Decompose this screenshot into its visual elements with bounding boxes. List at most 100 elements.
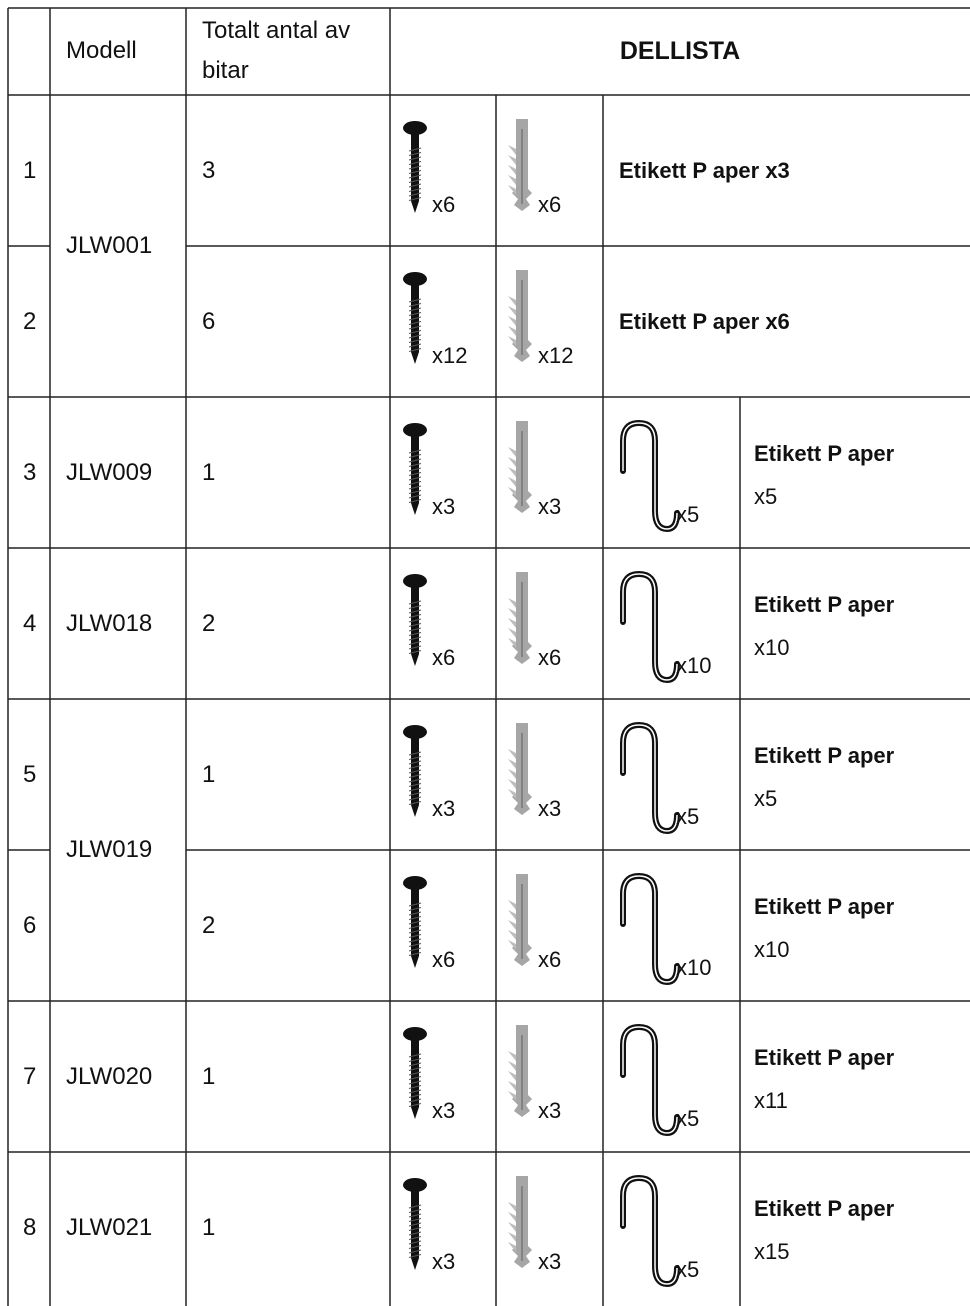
anchor-fin [508,447,516,457]
screw-icon [403,876,427,968]
hook-qty: x10 [676,653,712,678]
hook-icon [620,721,680,835]
screw-thread [408,494,422,499]
anchor-qty: x12 [538,343,574,368]
anchor-fin [508,1222,516,1232]
screw-thread [408,947,422,952]
anchor-fin [508,296,516,306]
header-total: Totalt antal av bitar [202,17,351,84]
anchor-fin [508,165,516,175]
screw-thread [408,1098,422,1103]
screw-qty: x3 [432,494,456,519]
screw-thread [408,1094,422,1098]
screw-head [403,574,427,588]
screw-thread [408,476,422,481]
hook-qty: x5 [676,1257,700,1282]
screw-tip [411,1258,419,1270]
hook-qty: x5 [676,502,700,527]
screw-thread [408,1227,422,1231]
anchor-fin [508,1061,516,1071]
screw-thread [408,458,422,463]
anchor-fin [508,940,516,950]
anchor-fin [508,900,516,910]
screw-thread [408,1218,422,1222]
screw-thread [408,796,422,801]
screw-qty: x3 [432,796,456,821]
anchor-fin [508,326,516,336]
screw-thread [408,179,422,183]
anchor-fin [508,1071,516,1081]
row-index: 7 [23,1062,37,1090]
screw-qty: x12 [432,343,468,368]
screw-head [403,1178,427,1192]
screw-thread [408,1058,422,1062]
screw-qty: x3 [432,1098,456,1123]
anchor-fin [508,1081,516,1091]
screw-thread [408,934,422,938]
screw-thread [408,1249,422,1254]
row-model: JLW020 [66,1062,153,1090]
screw-thread [408,627,422,632]
hook-icon [620,1174,680,1288]
screw-thread [408,490,422,494]
anchor-fin [508,306,516,316]
anchor-qty: x3 [538,494,562,519]
screw-thread [408,1062,422,1067]
anchor-fin [508,487,516,497]
anchor-fin [508,155,516,165]
screw-thread [408,449,422,454]
screw-thread [408,1089,422,1094]
screw-tip [411,352,419,364]
header-parts: DELLISTA [619,37,741,65]
anchor-fin [508,759,516,769]
screw-thread [408,1213,422,1218]
screw-thread [408,614,422,618]
anchor-fin [508,1212,516,1222]
anchor-icon [508,1025,532,1117]
hook-shine [622,1026,678,1134]
screw-thread [408,1222,422,1227]
screw-thread [408,165,422,170]
screw-thread [408,632,422,636]
screw-thread [408,916,422,920]
screw-thread [408,609,422,614]
anchor-icon [508,572,532,664]
screw-thread [408,778,422,783]
anchor-icon [508,723,532,815]
hook-shape [620,1174,680,1288]
screw-thread [408,760,422,765]
screw-head [403,272,427,286]
screw-thread [408,645,422,650]
anchor-fin [508,1091,516,1101]
row-model: JLW019 [66,836,153,863]
label-qty: x10 [754,937,790,962]
screw-thread [408,636,422,641]
anchor-icon [508,270,532,362]
screw-thread [408,472,422,476]
screw-thread [408,1080,422,1085]
anchor-icon [508,874,532,966]
hook-icon [620,872,680,986]
label-qty: x5 [754,786,778,811]
screw-thread [408,618,422,623]
anchor-fin [508,1232,516,1242]
screw-thread [408,911,422,916]
anchor-qty: x3 [538,1249,562,1274]
screw-thread [408,650,422,654]
hook-shape [620,1023,680,1137]
label-text: Etikett P aper [754,1196,895,1221]
screw-thread [408,641,422,645]
anchor-qty: x3 [538,796,562,821]
hook-shape [620,419,680,533]
screw-thread [408,751,422,756]
anchor-fin [508,467,516,477]
screw-thread [408,605,422,609]
screw-thread [408,197,422,201]
screw-thread [408,183,422,188]
screw-thread [408,925,422,929]
screw-thread [408,600,422,605]
row-model: JLW001 [66,232,153,259]
screw-head [403,423,427,437]
screw-icon [403,1178,427,1270]
